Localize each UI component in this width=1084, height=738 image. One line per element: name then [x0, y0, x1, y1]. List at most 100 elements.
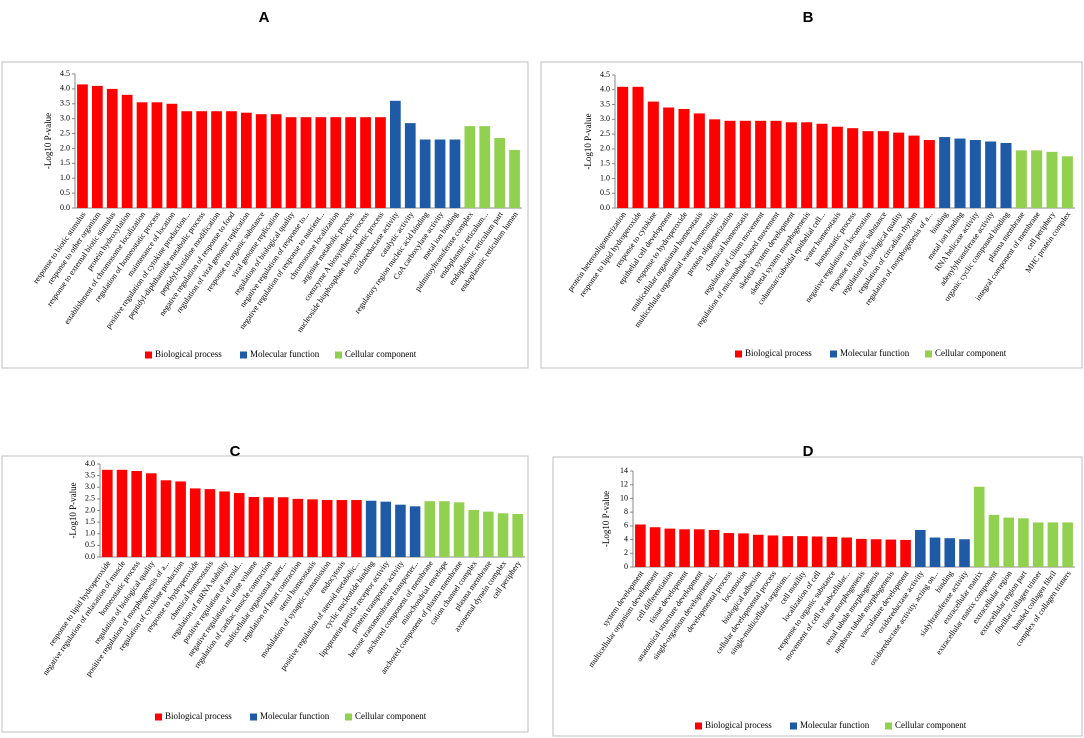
bar	[336, 500, 348, 557]
bar	[1031, 150, 1043, 208]
bar	[453, 502, 465, 557]
y-tick-label: 1.5	[85, 517, 95, 526]
legend-label: Cellular component	[355, 711, 427, 721]
panel-frame	[540, 61, 1083, 369]
bar	[885, 539, 897, 567]
bar	[285, 117, 297, 208]
bar	[255, 114, 267, 208]
legend-swatch	[830, 350, 837, 358]
y-tick-label: 2.0	[60, 143, 70, 152]
bar	[693, 529, 705, 567]
bar	[708, 529, 720, 567]
y-tick-label: 1.0	[60, 173, 70, 182]
bar	[116, 469, 128, 557]
bar	[512, 513, 523, 557]
bar	[330, 117, 342, 208]
bar	[797, 536, 808, 567]
y-tick-label: 0.0	[60, 203, 70, 212]
y-tick-label: 8	[624, 507, 628, 516]
bar	[649, 527, 661, 567]
bar	[801, 122, 813, 208]
y-tick-label: 1.5	[600, 158, 610, 167]
bar	[959, 539, 970, 567]
bar	[307, 499, 318, 557]
y-tick-label: 0.0	[600, 203, 610, 212]
y-axis-label: -Log10 P-value	[601, 491, 611, 547]
bar	[292, 498, 304, 557]
bar	[483, 511, 494, 557]
y-tick-label: 4.0	[60, 84, 70, 93]
bar	[635, 524, 646, 567]
bar	[785, 122, 797, 208]
bar	[434, 139, 446, 208]
bar	[181, 111, 193, 208]
bar	[204, 489, 216, 557]
bar	[693, 113, 705, 208]
legend-swatch	[790, 722, 797, 730]
bar	[1003, 517, 1015, 567]
bar	[91, 85, 103, 208]
panel-title: A	[259, 9, 270, 26]
panel-frame	[1, 61, 529, 369]
panel-title: C	[230, 443, 241, 460]
y-tick-label: 3.5	[60, 99, 70, 108]
bar	[365, 500, 377, 557]
y-tick-label: 3.0	[85, 482, 95, 491]
y-tick-label: 2.5	[60, 128, 70, 137]
bar	[321, 500, 333, 557]
bar	[389, 100, 401, 208]
bar	[136, 102, 148, 208]
y-axis-label: -Log10 P-value	[68, 482, 78, 538]
bar	[939, 137, 951, 208]
bar	[345, 117, 357, 208]
bar	[233, 493, 245, 557]
bar	[738, 533, 749, 567]
bar	[175, 481, 186, 557]
y-tick-label: 0.0	[85, 552, 95, 561]
bar	[404, 123, 416, 208]
legend-label: Cellular component	[345, 349, 417, 359]
bar	[767, 535, 779, 567]
panel-title: B	[803, 9, 814, 26]
bar	[419, 139, 431, 208]
bar	[270, 114, 282, 208]
bar	[973, 486, 985, 567]
legend-label: Cellular component	[895, 720, 967, 730]
bar	[709, 119, 721, 208]
bar	[1062, 522, 1073, 567]
bar	[226, 111, 237, 208]
legend-label: Molecular function	[250, 349, 320, 359]
panel-frame	[552, 456, 1083, 737]
bar	[166, 103, 178, 208]
bar	[211, 111, 222, 208]
y-tick-label: 0.5	[600, 188, 610, 197]
legend-swatch	[335, 351, 342, 359]
bar	[664, 528, 676, 567]
y-tick-label: 0	[624, 562, 628, 571]
bar	[509, 149, 520, 208]
y-axis-label: -Log10 P-value	[43, 113, 53, 169]
bar	[77, 84, 88, 208]
bar	[360, 117, 371, 208]
bar	[1000, 142, 1012, 208]
y-tick-label: 1.0	[85, 529, 95, 538]
y-tick-label: 3.5	[600, 99, 610, 108]
bar	[841, 537, 852, 567]
bar	[151, 102, 163, 208]
bar	[617, 86, 629, 208]
bar	[351, 500, 362, 557]
bar	[663, 107, 675, 208]
bar	[315, 117, 327, 208]
y-tick-label: 3.0	[60, 113, 70, 122]
legend-swatch	[145, 351, 152, 359]
y-tick-label: 2.0	[600, 144, 610, 153]
legend-swatch	[250, 713, 257, 721]
bar	[240, 112, 252, 208]
bar	[914, 529, 926, 567]
y-tick-label: 4.0	[600, 85, 610, 94]
bar	[831, 126, 843, 208]
bar	[679, 529, 690, 567]
legend-swatch	[240, 351, 247, 359]
y-tick-label: 3.5	[85, 470, 95, 479]
bar	[189, 488, 201, 557]
